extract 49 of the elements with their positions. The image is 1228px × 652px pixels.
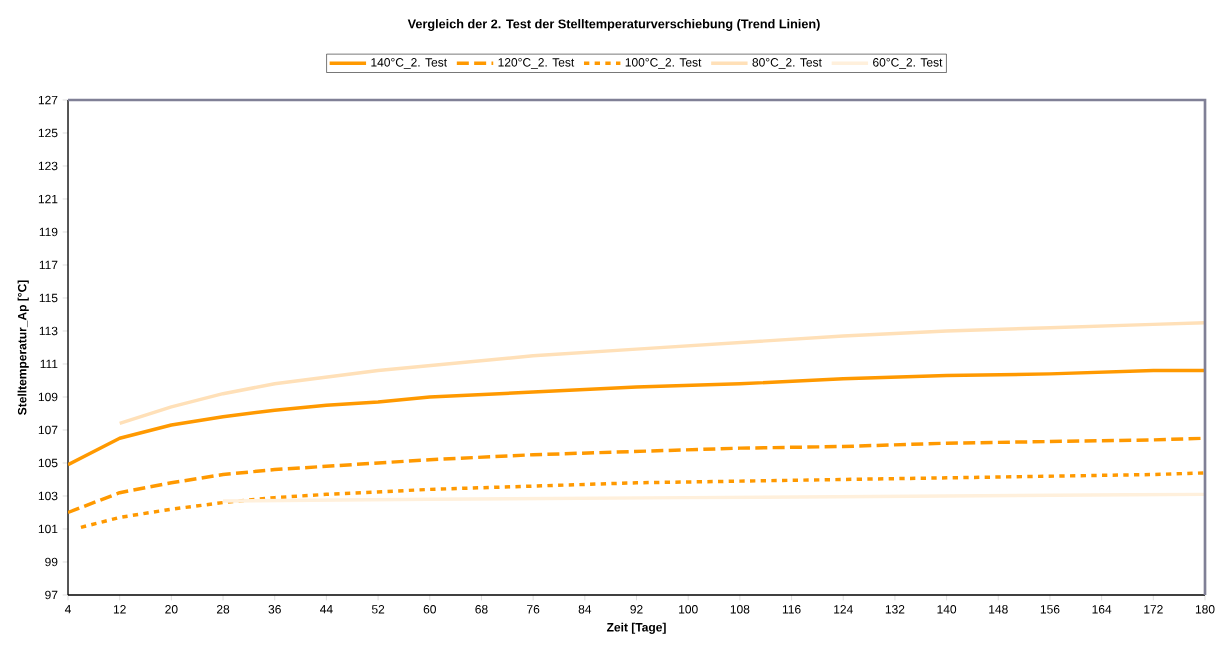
x-axis-title: Zeit [Tage] <box>606 622 666 634</box>
y-tick-label: 117 <box>39 260 58 270</box>
y-tick-label: 119 <box>39 227 58 237</box>
y-tick-label: 103 <box>38 491 58 501</box>
y-tick-label: 101 <box>38 524 58 534</box>
x-tick-label: 28 <box>216 605 230 614</box>
chart-title: Vergleich der 2. Test der Stelltemperaturverschiebung (Trend Linien) <box>407 19 820 31</box>
x-tick-label: 44 <box>320 605 333 614</box>
x-tick-label: 100 <box>679 605 698 614</box>
y-tick-label: 111 <box>40 359 58 369</box>
y-tick-label: 121 <box>38 194 58 204</box>
legend-label: 140°C_2. Test <box>371 58 447 69</box>
x-tick-label: 148 <box>989 605 1008 614</box>
x-tick-label: 140 <box>937 605 957 614</box>
x-tick-label: 92 <box>630 605 643 614</box>
x-tick-label: 52 <box>371 605 385 614</box>
x-tick-label: 68 <box>475 605 488 614</box>
x-tick-label: 172 <box>1144 605 1163 614</box>
x-tick-label: 132 <box>885 605 905 614</box>
x-tick-label: 36 <box>268 605 281 614</box>
y-tick-label: 107 <box>38 425 58 435</box>
legend-label: 80°C_2. Test <box>752 58 822 69</box>
line-series <box>68 368 1205 467</box>
y-tick-label: 125 <box>38 128 58 138</box>
y-tick-label: 127 <box>38 95 58 105</box>
x-tick-label: 76 <box>527 605 540 614</box>
line-series <box>221 492 1205 503</box>
y-tick-label: 115 <box>39 293 58 303</box>
x-tick-label: 12 <box>113 605 126 614</box>
x-tick-label: 108 <box>730 605 750 614</box>
x-tick-label: 124 <box>834 605 853 614</box>
y-tick-label: 97 <box>45 590 58 600</box>
y-tick-label: 109 <box>38 392 58 402</box>
y-tick-label: 105 <box>38 458 58 468</box>
y-axis-title: Stelltemperatur_Ap [°C] <box>17 280 29 415</box>
legend-label: 120°C_2. Test <box>498 58 575 69</box>
x-tick-label: 180 <box>1195 605 1215 614</box>
legend-label: 100°C_2. Test <box>625 58 702 69</box>
x-tick-label: 60 <box>423 605 436 614</box>
x-tick-label: 156 <box>1040 605 1060 614</box>
legend-label: 60°C_2. Test <box>873 58 943 69</box>
x-tick-label: 84 <box>578 605 592 614</box>
y-tick-label: 113 <box>39 326 58 336</box>
x-tick-label: 4 <box>64 605 71 614</box>
y-tick-label: 123 <box>38 161 58 171</box>
x-tick-label: 20 <box>165 605 178 614</box>
y-tick-label: 99 <box>45 557 58 567</box>
x-tick-label: 164 <box>1092 605 1112 614</box>
x-tick-label: 116 <box>782 605 801 614</box>
